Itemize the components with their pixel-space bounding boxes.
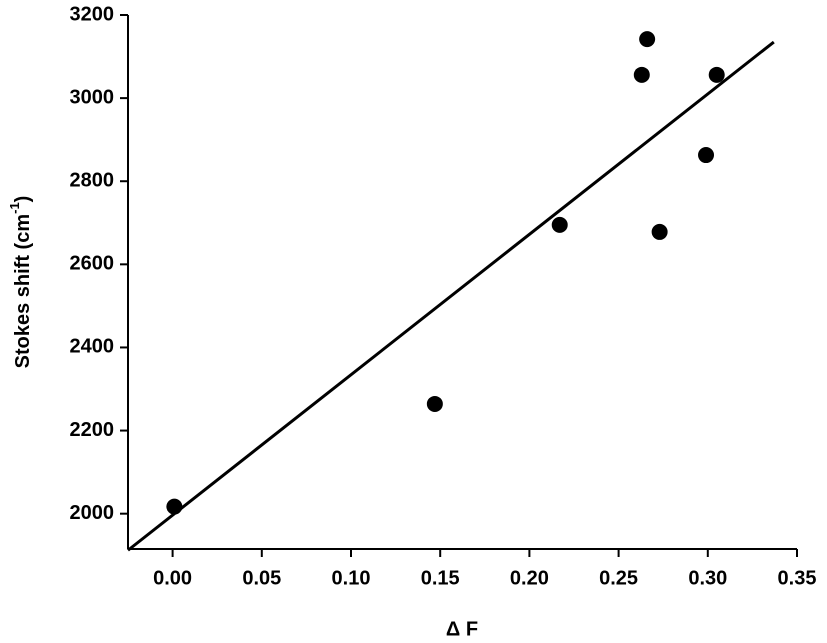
y-tick-label: 2000	[70, 502, 115, 524]
y-tick-label: 2400	[70, 336, 115, 358]
y-tick-label: 2200	[70, 419, 115, 441]
x-tick-label: 0.10	[332, 567, 371, 589]
data-point	[651, 223, 668, 240]
x-tick-label: 0.30	[688, 567, 727, 589]
x-tick-label: 0.00	[153, 567, 192, 589]
y-axis-label: Stokes shift (cm-1)	[7, 196, 34, 369]
data-point	[633, 66, 650, 83]
x-tick-label: 0.35	[778, 567, 817, 589]
y-tick-label: 2800	[70, 170, 115, 192]
y-tick-label: 2600	[70, 253, 115, 275]
fit-line	[127, 40, 775, 552]
x-tick-label: 0.05	[242, 567, 281, 589]
y-label-end: )	[12, 196, 34, 203]
y-tick-label: 3000	[70, 86, 115, 108]
data-point	[166, 498, 183, 515]
data-point	[698, 147, 715, 164]
data-point	[551, 216, 568, 233]
data-point	[639, 31, 656, 48]
x-tick-label: 0.25	[599, 567, 638, 589]
y-label-sup: -1	[7, 202, 22, 214]
data-point	[708, 66, 725, 83]
x-axis-label: Δ F	[446, 618, 478, 640]
data-point	[426, 395, 443, 412]
y-label-text: Stokes shift (cm	[12, 214, 34, 368]
x-tick-label: 0.20	[510, 567, 549, 589]
x-tick-label: 0.15	[421, 567, 460, 589]
y-tick-label: 3200	[70, 3, 115, 25]
